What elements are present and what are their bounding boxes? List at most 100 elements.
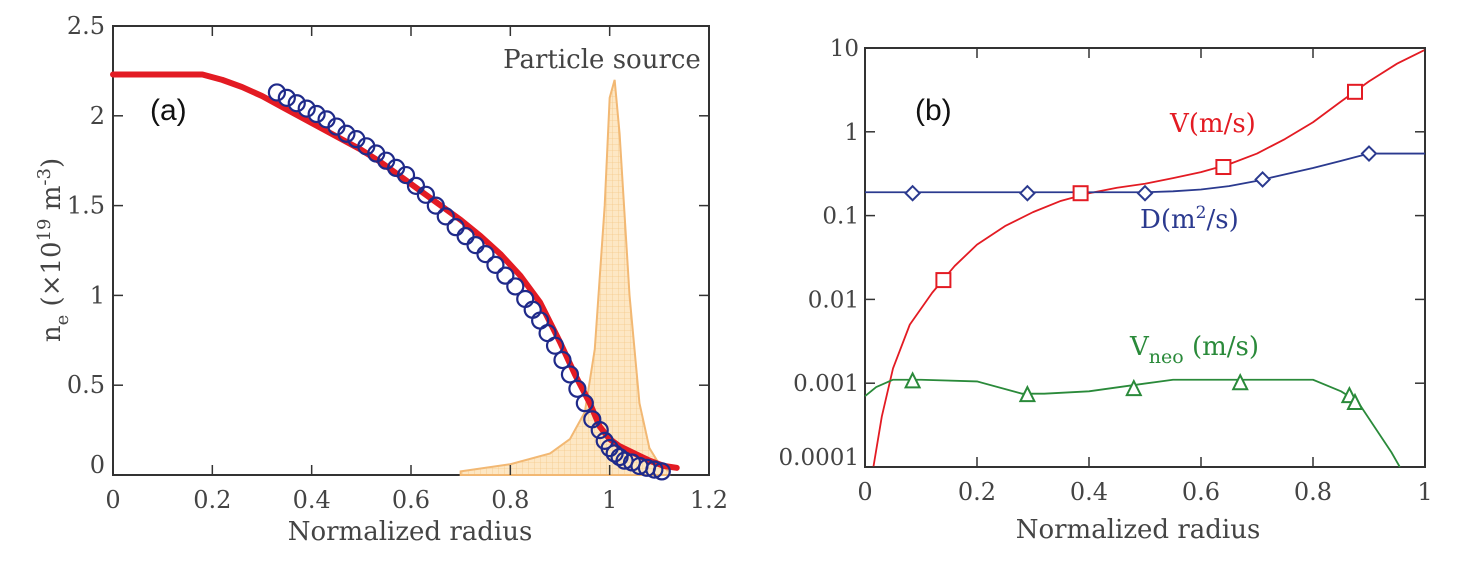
vneo-label-rest: (m/s)	[1184, 332, 1259, 362]
density-marker-circle	[406, 176, 426, 195]
y-tick-label: 0.01	[808, 287, 859, 313]
y-label-rest: (×10	[37, 241, 67, 314]
y-tick-label: 0	[90, 451, 105, 479]
panel-a-x-ticks: 0 0.2 0.4 0.6 0.8 1 1.2	[105, 26, 728, 514]
density-marker-circle	[416, 185, 435, 204]
density-marker-circle	[506, 277, 525, 296]
panel-a-x-axis-label: Normalized radius	[288, 517, 533, 547]
density-marker-circle	[456, 227, 475, 246]
y-label-exp-3: -3	[34, 168, 55, 186]
panel-b-x-axis-label: Normalized radius	[1016, 515, 1261, 545]
x-tick-label: 0.4	[293, 486, 331, 514]
y-tick-label: 2.5	[67, 12, 105, 40]
d-diamond-marker	[1360, 145, 1378, 162]
x-tick-label: 1	[1417, 478, 1432, 506]
x-tick-label: 0.6	[1182, 478, 1220, 506]
y-tick-label: 0.001	[793, 371, 859, 397]
v-series-line	[872, 49, 1426, 468]
density-profile-line	[110, 71, 680, 471]
v-square-marker	[1072, 185, 1089, 202]
panel-b-label: (b)	[915, 94, 952, 127]
vneo-triangle-marker	[903, 371, 922, 389]
density-marker-circle	[553, 350, 572, 370]
y-label-sub-e: e	[52, 315, 73, 326]
density-marker-circle	[560, 365, 580, 384]
vneo-series-label: Vneo (m/s)	[1129, 332, 1259, 368]
vneo-label-sub: neo	[1149, 346, 1184, 368]
d-diamond-marker	[1254, 171, 1272, 188]
panel-b-chart: 0 0.2 0.4 0.6 0.8 1 0.0001 0.001 0.01 0.1 1 10 Nor…	[779, 36, 1433, 545]
panel-b-plot-frame	[864, 47, 1426, 468]
density-marker-circle	[396, 165, 416, 185]
vneo-triangle-marker	[1346, 392, 1364, 411]
y-tick-label: 1	[844, 120, 859, 146]
density-marker-circle	[600, 438, 619, 458]
x-tick-label: 0.2	[193, 486, 231, 514]
v-square-marker	[1215, 159, 1232, 176]
d-diamond-marker	[1136, 184, 1154, 202]
y-label-close: )	[37, 158, 67, 168]
vneo-label-main: V	[1129, 332, 1150, 362]
y-tick-label: 1.5	[67, 192, 105, 220]
density-marker-circle	[466, 236, 485, 255]
v-series-label: V(m/s)	[1169, 109, 1256, 139]
density-marker-circle	[337, 124, 356, 143]
y-label-exp19: 19	[34, 219, 55, 242]
density-marker-circle	[287, 94, 306, 113]
x-tick-label: 0.8	[1294, 478, 1332, 506]
panel-b-y-ticks: 0.0001 0.001 0.01 0.1 1 10	[779, 36, 1425, 471]
density-marker-circle	[568, 379, 587, 398]
panel-b-x-ticks: 0 0.2 0.4 0.6 0.8 1	[857, 48, 1433, 506]
panel-a-y-ticks: 0 0.5 1 1.5 2 2.5	[67, 12, 709, 479]
x-tick-label: 0	[105, 486, 120, 514]
x-tick-label: 0.6	[392, 486, 430, 514]
density-marker-circle	[446, 218, 465, 237]
panel-a-chart: 0 0.2 0.4 0.6 0.8 1 1.2 0 0.5 1 1.5 2 2.5 Normalize…	[34, 12, 728, 547]
particle-source-fill	[459, 79, 671, 476]
panel-a-label: (a)	[150, 94, 187, 127]
y-tick-label: 2	[90, 102, 105, 130]
d-label-main: D(m	[1140, 205, 1196, 235]
density-marker-circle	[267, 83, 286, 102]
density-marker-circle	[277, 88, 296, 107]
density-marker-circle	[545, 336, 565, 355]
vneo-triangle-marker	[1125, 378, 1143, 397]
density-marker-circle	[436, 207, 455, 226]
vneo-triangle-marker	[1231, 372, 1249, 391]
y-label-n: n	[37, 325, 67, 342]
y-tick-label: 1	[90, 281, 105, 309]
density-marker-circle	[486, 255, 505, 274]
v-square-marker	[935, 272, 952, 289]
d-series-line	[865, 152, 1425, 194]
density-marker-circle	[476, 244, 495, 264]
y-tick-label: 0.0001	[779, 445, 859, 471]
particle-source-area	[459, 79, 671, 476]
d-label-rest: /s)	[1206, 205, 1238, 235]
density-marker-circle	[590, 421, 609, 440]
d-diamond-marker	[904, 184, 922, 202]
density-marker-circle	[307, 104, 326, 124]
panel-a-y-axis-label: ne (×1019 m-3)	[34, 158, 73, 342]
vneo-triangle-marker	[1018, 384, 1037, 403]
d-diamond-marker	[1018, 184, 1036, 202]
density-marker-circle	[426, 196, 445, 215]
y-tick-label: 10	[830, 36, 859, 62]
x-tick-label: 1.2	[690, 486, 728, 514]
y-tick-label: 0.5	[67, 371, 105, 399]
panel-b-series-markers	[903, 83, 1378, 411]
d-series-label: D(m2/s)	[1140, 203, 1239, 235]
x-tick-label: 1	[602, 486, 617, 514]
x-tick-label: 0.4	[1070, 478, 1108, 506]
density-marker-circle	[652, 462, 671, 481]
density-fit-line	[110, 71, 680, 471]
y-tick-label: 0.1	[822, 204, 859, 230]
density-marker-circle	[496, 266, 515, 285]
v-square-marker	[1347, 83, 1363, 100]
y-label-unit: m	[37, 186, 67, 219]
density-marker-circle	[645, 460, 664, 479]
density-data-markers	[267, 83, 671, 481]
x-tick-label: 0.2	[958, 478, 996, 506]
density-marker-circle	[575, 394, 594, 413]
x-tick-label: 0.8	[491, 486, 529, 514]
